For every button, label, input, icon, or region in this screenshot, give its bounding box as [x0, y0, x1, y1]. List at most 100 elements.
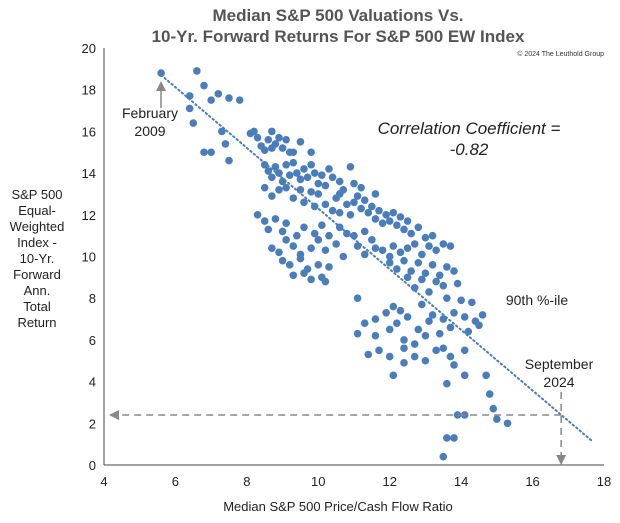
data-point	[421, 356, 430, 365]
correlation-value: -0.82	[450, 140, 489, 159]
data-point	[385, 258, 394, 267]
data-point	[289, 242, 298, 250]
data-point	[378, 246, 387, 255]
y-tick-labels: 0 2 4 6 8 10 12 14 16 18 20	[82, 41, 96, 473]
data-point	[296, 175, 305, 184]
x-tick-label: 6	[172, 474, 179, 489]
data-point	[285, 261, 294, 269]
data-point	[268, 244, 276, 252]
data-point	[343, 200, 351, 209]
data-point	[400, 344, 408, 353]
y-axis-label-line: Total	[23, 299, 51, 314]
data-point	[318, 221, 326, 230]
y-tick-label: 20	[82, 41, 96, 56]
data-point	[446, 323, 455, 332]
data-point	[289, 158, 298, 167]
x-tick-label: 8	[243, 474, 250, 489]
data-point	[289, 194, 298, 202]
y-tick-label: 10	[82, 250, 96, 265]
data-point	[421, 331, 430, 340]
data-point	[300, 198, 308, 207]
data-point	[335, 177, 344, 186]
data-point	[403, 273, 412, 282]
data-point	[207, 96, 215, 104]
data-point	[443, 434, 451, 442]
y-axis-label: S&P 500 Equal- Weighted Index - 10-Yr. F…	[10, 187, 65, 330]
data-point	[353, 192, 362, 200]
data-point	[418, 250, 426, 259]
data-point	[225, 156, 233, 165]
data-point	[493, 415, 501, 423]
data-point	[400, 336, 408, 344]
data-point	[328, 173, 337, 182]
data-point	[403, 313, 412, 321]
data-point	[293, 231, 301, 240]
data-point	[307, 275, 315, 284]
data-point	[250, 127, 258, 136]
data-point	[389, 302, 398, 311]
data-point	[396, 306, 405, 315]
data-point	[364, 208, 373, 217]
data-point	[278, 144, 287, 152]
data-point	[185, 104, 194, 113]
data-point	[285, 171, 294, 179]
data-point	[371, 315, 380, 323]
x-tick-label: 10	[311, 474, 325, 489]
data-point	[450, 308, 458, 317]
data-point	[489, 404, 498, 413]
trend-line	[160, 74, 595, 444]
data-point	[300, 165, 308, 173]
data-point	[296, 254, 305, 263]
data-point	[278, 256, 287, 265]
data-point	[435, 271, 444, 280]
data-point	[307, 148, 315, 157]
september-label-line-1: September	[525, 356, 594, 372]
february-label-line-2: 2009	[134, 123, 165, 139]
data-point	[260, 217, 269, 225]
data-point	[264, 225, 273, 234]
data-point	[310, 169, 319, 177]
data-point	[300, 223, 308, 232]
data-point	[200, 148, 208, 157]
data-point	[275, 248, 283, 257]
data-point	[321, 277, 330, 286]
data-point	[360, 227, 369, 236]
data-point	[400, 225, 408, 234]
data-point	[275, 133, 283, 142]
data-point	[371, 215, 380, 223]
data-point	[268, 127, 276, 136]
data-point	[339, 252, 348, 261]
data-point	[346, 163, 355, 171]
data-point	[307, 160, 315, 169]
data-point	[375, 346, 383, 355]
data-point	[439, 281, 448, 290]
data-point	[382, 308, 390, 317]
data-point	[446, 352, 455, 361]
y-axis-label-line: Forward	[13, 267, 61, 282]
data-point	[321, 200, 330, 209]
data-point	[207, 148, 215, 157]
data-point	[503, 419, 512, 428]
y-tick-label: 12	[82, 208, 96, 223]
data-point	[393, 319, 401, 328]
data-point	[282, 183, 290, 192]
x-tick-label: 12	[382, 474, 396, 489]
data-point	[414, 325, 423, 334]
data-point	[346, 211, 355, 219]
data-point	[193, 67, 201, 75]
data-point	[432, 346, 440, 355]
data-point	[432, 277, 440, 286]
data-point	[460, 371, 469, 380]
data-point	[382, 211, 390, 219]
data-point	[253, 133, 262, 142]
data-point	[332, 240, 340, 248]
data-point	[389, 242, 398, 250]
data-point	[393, 265, 401, 273]
data-point	[282, 219, 290, 227]
data-point	[314, 179, 323, 188]
data-point	[407, 267, 415, 275]
data-point	[453, 411, 462, 419]
x-tick-label: 16	[525, 474, 539, 489]
data-point	[271, 215, 280, 223]
data-point	[314, 236, 323, 244]
